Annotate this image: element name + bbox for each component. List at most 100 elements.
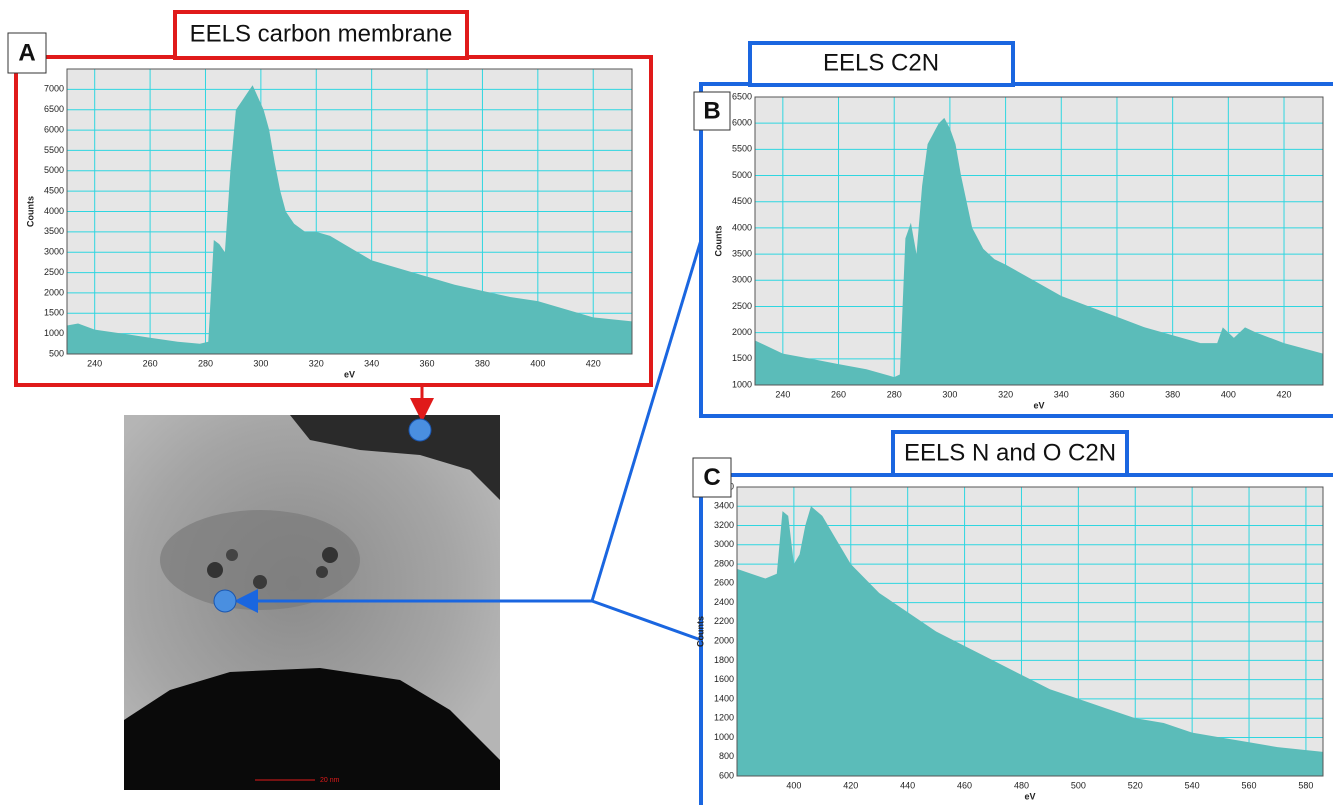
x-tick-label: 380: [1165, 389, 1180, 399]
title-box-c: [891, 430, 1129, 477]
x-tick-label: 560: [1242, 780, 1257, 790]
y-tick-label: 500: [49, 348, 64, 358]
x-tick-label: 340: [364, 358, 379, 368]
y-axis-label: Counts: [713, 226, 723, 257]
particle: [322, 547, 338, 563]
y-tick-label: 5500: [44, 145, 64, 155]
vacuum-top: [290, 415, 500, 500]
y-tick-label: 6500: [44, 104, 64, 114]
y-tick-label: 2600: [714, 578, 734, 588]
x-tick-label: 420: [1277, 389, 1292, 399]
y-tick-label: 1200: [714, 713, 734, 723]
y-tick-label: 7000: [44, 84, 64, 94]
title-box-a: [173, 10, 469, 60]
particle: [253, 575, 267, 589]
y-tick-label: 2800: [714, 558, 734, 568]
y-tick-label: 2500: [44, 267, 64, 277]
spectrum: [755, 117, 1323, 386]
y-tick-label: 3200: [714, 520, 734, 530]
y-tick-label: 2000: [732, 327, 752, 337]
x-tick-label: 320: [998, 389, 1013, 399]
particle: [226, 549, 238, 561]
y-tick-label: 3000: [44, 247, 64, 257]
x-tick-label: 480: [1014, 780, 1029, 790]
link-b: [590, 239, 703, 602]
plot-border: [66, 68, 633, 355]
y-tick-label: 4000: [44, 206, 64, 216]
panel-label-box: [7, 32, 47, 74]
plot-border: [754, 96, 1324, 386]
y-tick-label: 2400: [714, 597, 734, 607]
y-tick-label: 1800: [714, 655, 734, 665]
x-tick-label: 280: [198, 358, 213, 368]
y-tick-label: 5000: [44, 165, 64, 175]
x-tick-label: 520: [1128, 780, 1143, 790]
y-tick-label: 4500: [732, 196, 752, 206]
chart: 1000 1500 2000 2500 3000 3500 4000 4500 5000 5500…: [693, 49, 1324, 410]
y-tick-label: 6500: [732, 91, 752, 101]
y-tick-label: 3500: [732, 248, 752, 258]
x-axis-label: eV: [1024, 791, 1035, 801]
y-tick-label: 1000: [44, 328, 64, 338]
x-tick-label: 400: [1221, 389, 1236, 399]
y-tick-label: 1000: [714, 732, 734, 742]
micrograph: 20 nm: [124, 415, 500, 790]
frame-b: [699, 82, 1333, 418]
x-tick-label: 300: [253, 358, 268, 368]
x-tick-label: 260: [831, 389, 846, 399]
x-tick-label: 440: [900, 780, 915, 790]
y-tick-label: 600: [719, 770, 734, 780]
y-tick-label: 2200: [714, 616, 734, 626]
probe-spot: [213, 589, 237, 613]
particle: [207, 562, 223, 578]
panel-label: B: [703, 97, 720, 124]
chart-title: EELS C2N: [823, 49, 939, 76]
y-tick-label: 1500: [732, 353, 752, 363]
x-tick-label: 500: [1071, 780, 1086, 790]
x-tick-label: 540: [1185, 780, 1200, 790]
panel-label: C: [703, 464, 720, 491]
x-tick-label: 580: [1298, 780, 1313, 790]
y-tick-label: 4000: [732, 222, 752, 232]
panel-label-box: [693, 91, 731, 131]
x-tick-label: 240: [775, 389, 790, 399]
x-tick-label: 280: [887, 389, 902, 399]
title-box-b: [748, 41, 1015, 87]
chart: 500 1000 1500 2000 2500 3000 3500 4000 4500 5000 5…: [7, 20, 633, 379]
x-tick-label: 380: [475, 358, 490, 368]
spectrum: [737, 506, 1323, 776]
x-tick-label: 240: [87, 358, 102, 368]
x-tick-label: 320: [309, 358, 324, 368]
connectors: [213, 239, 703, 642]
x-axis-label: eV: [344, 369, 355, 379]
chart: 600 800 1000 1200 1400 1600 1800 2000 2200 2400 26…: [692, 439, 1324, 801]
region: [160, 510, 360, 610]
y-axis-label: Counts: [25, 196, 35, 227]
y-tick-label: 1000: [732, 379, 752, 389]
panel-label: A: [18, 39, 35, 66]
y-tick-label: 3000: [732, 275, 752, 285]
x-tick-label: 300: [942, 389, 957, 399]
chart-title: EELS carbon membrane: [190, 20, 453, 47]
panel-label-box: [692, 457, 732, 498]
x-tick-label: 420: [843, 780, 858, 790]
y-tick-label: 1600: [714, 674, 734, 684]
x-tick-label: 400: [530, 358, 545, 368]
x-axis-label: eV: [1033, 400, 1044, 410]
y-tick-label: 5000: [732, 170, 752, 180]
x-tick-label: 340: [1054, 389, 1069, 399]
y-tick-label: 2000: [714, 636, 734, 646]
y-tick-label: 3400: [714, 501, 734, 511]
scale-bar-label: 20 nm: [320, 777, 340, 784]
spectrum: [67, 85, 632, 355]
chart-title: EELS N and O C2N: [904, 439, 1116, 466]
x-tick-label: 420: [586, 358, 601, 368]
frames: [14, 10, 1333, 805]
x-tick-label: 360: [1109, 389, 1124, 399]
probe-spot: [408, 418, 432, 442]
x-tick-label: 260: [143, 358, 158, 368]
plot-border: [736, 486, 1324, 777]
vacuum-bottom: [124, 668, 500, 790]
y-tick-label: 2500: [732, 301, 752, 311]
